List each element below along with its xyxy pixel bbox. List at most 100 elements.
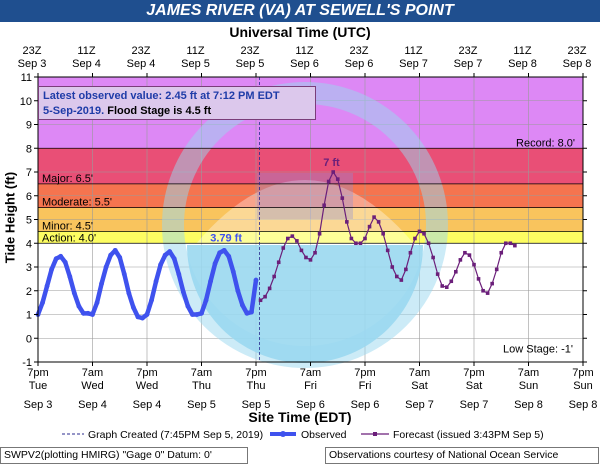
bottom-tick-dow: Wed <box>136 380 158 392</box>
observed-point <box>144 312 150 317</box>
observed-point <box>94 300 100 306</box>
observed-point <box>44 283 50 289</box>
legend: Graph Created (7:45PM Sep 5, 2019) Observ… <box>0 426 600 442</box>
legend-observed-label: Observed <box>301 429 347 441</box>
observed-point <box>49 266 55 272</box>
forecast-point <box>481 288 485 293</box>
major-stage-label: Major: 6.5' <box>42 173 93 185</box>
top-tick-day: Sep 4 <box>127 58 156 70</box>
forecast-point <box>458 258 463 262</box>
observed-point <box>235 288 241 294</box>
last-observed-label: 3.79 ft <box>210 232 242 244</box>
y-tick-label: 3 <box>26 262 32 274</box>
forecast-point <box>431 255 435 260</box>
moderate-stage-label: Moderate: 5.5' <box>42 197 112 209</box>
bottom-tick-day: Sep 8 <box>569 399 598 411</box>
observed-point <box>40 300 45 306</box>
forecast-point <box>290 234 295 238</box>
bottom-tick-dow: Thu <box>247 380 266 392</box>
observed-point <box>53 256 59 262</box>
footer-gage-info: SWPV2(plotting HMIRG) "Gage 0" Datum: 0' <box>0 447 248 464</box>
bottom-tick-dow: Sun <box>573 380 593 392</box>
observed-point <box>149 297 154 303</box>
top-tick-day: Sep 7 <box>454 58 483 70</box>
forecast-point <box>331 170 336 174</box>
observed-point <box>162 252 168 258</box>
observed-point <box>226 253 232 259</box>
bottom-tick-day: Sep 4 <box>133 399 162 411</box>
observed-point <box>108 252 114 258</box>
forecast-point <box>304 255 308 260</box>
observed-point <box>99 281 104 287</box>
forecast-point <box>299 248 304 253</box>
forecast-point <box>335 177 340 181</box>
bottom-tick-dow: Tue <box>29 380 48 392</box>
bottom-tick-day: Sep 7 <box>405 399 434 411</box>
forecast-point <box>349 236 354 241</box>
observed-point <box>126 290 132 296</box>
forecast-point <box>308 258 313 262</box>
forecast-point <box>285 236 290 241</box>
observed-point <box>158 262 164 268</box>
top-tick-day: Sep 4 <box>72 58 101 70</box>
observed-point <box>239 302 245 308</box>
forecast-point <box>476 277 481 281</box>
action-stage-label: Action: 4.0' <box>42 232 96 244</box>
observed-point <box>76 303 82 309</box>
bottom-tick-time: 7pm <box>572 367 593 379</box>
observed-point <box>176 271 182 277</box>
top-tick-day: Sep 8 <box>508 58 537 70</box>
observed-point <box>221 247 227 253</box>
observed-point <box>81 310 86 316</box>
forecast-point <box>295 239 299 243</box>
y-tick-label: 10 <box>20 96 32 108</box>
forecast-point <box>463 250 467 255</box>
forecast-point <box>422 231 426 236</box>
observed-point <box>167 249 173 254</box>
forecast-point <box>317 231 322 236</box>
forecast-point <box>413 236 417 241</box>
latest-value-box: Latest observed value: 2.45 ft at 7:12 P… <box>38 86 316 120</box>
observed-point <box>249 309 254 315</box>
x-axis-label: Site Time (EDT) <box>248 409 352 425</box>
forecast-point <box>345 220 349 224</box>
observed-point <box>171 256 177 262</box>
observed-point <box>208 278 213 284</box>
bottom-tick-day: Sep 4 <box>78 399 107 411</box>
top-tick-day: Sep 5 <box>236 58 265 70</box>
chart-title: JAMES RIVER (VA) AT SEWELL'S POINT <box>0 0 600 22</box>
top-tick-time: 23Z <box>132 45 151 57</box>
top-tick-time: 11Z <box>186 45 204 57</box>
bottom-tick-time: 7pm <box>136 367 157 379</box>
footer-credit: Observations courtesy of National Ocean … <box>325 447 599 464</box>
top-tick-time: 23Z <box>350 45 369 57</box>
observed-point <box>199 310 204 316</box>
bottom-tick-dow: Fri <box>304 380 317 392</box>
y-tick-label: -1 <box>22 357 32 369</box>
forecast-point <box>322 203 326 208</box>
forecast-point <box>508 241 513 246</box>
minor-stage-label: Minor: 4.5' <box>42 220 93 232</box>
observed-point <box>190 312 195 317</box>
observed-point <box>130 304 136 310</box>
forecast-point <box>435 272 440 276</box>
observed-point <box>67 274 73 279</box>
forecast-point <box>272 274 276 279</box>
bottom-tick-time: 7am <box>518 367 539 379</box>
y-tick-label: 9 <box>26 120 32 132</box>
top-tick-time: 11Z <box>77 45 95 57</box>
legend-created-label: Graph Created (7:45PM Sep 5, 2019) <box>88 429 263 441</box>
bottom-tick-time: 7am <box>191 367 212 379</box>
top-tick-time: 23Z <box>241 45 260 57</box>
top-tick-time: 23Z <box>459 45 478 57</box>
observed-point <box>194 312 200 317</box>
forecast-point <box>499 250 504 255</box>
y-tick-label: 6 <box>26 191 32 203</box>
observed-point <box>244 310 250 316</box>
bottom-tick-time: 7pm <box>463 367 484 379</box>
latest-value: 2.45 ft at 7:12 PM EDT <box>165 90 280 102</box>
observed-point <box>203 297 209 303</box>
forecast-point <box>399 278 404 282</box>
forecast-point <box>513 243 517 248</box>
bottom-tick-time: 7am <box>82 367 103 379</box>
